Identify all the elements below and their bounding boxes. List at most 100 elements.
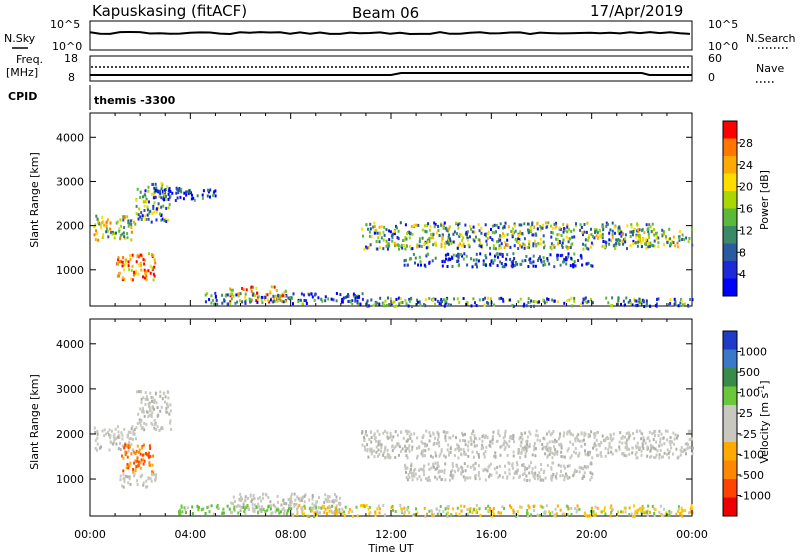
data-cell bbox=[143, 204, 146, 208]
data-cell bbox=[383, 450, 386, 454]
data-cell bbox=[389, 434, 392, 438]
data-cell bbox=[691, 446, 694, 450]
data-cell bbox=[553, 445, 555, 449]
data-cell bbox=[428, 478, 431, 482]
data-cell bbox=[425, 429, 428, 433]
data-cell bbox=[569, 264, 572, 268]
data-cell bbox=[303, 293, 305, 297]
data-cell bbox=[520, 245, 523, 249]
data-cell bbox=[226, 504, 229, 508]
data-cell bbox=[550, 230, 553, 234]
data-cell bbox=[161, 397, 164, 401]
y-tick-label: 3000 bbox=[56, 175, 84, 188]
data-cell bbox=[187, 191, 190, 195]
data-cell bbox=[210, 301, 213, 305]
data-cell bbox=[493, 231, 496, 235]
data-cell bbox=[617, 238, 620, 241]
data-cell bbox=[464, 443, 467, 447]
data-cell bbox=[638, 228, 641, 232]
data-cell bbox=[454, 448, 457, 452]
data-cell bbox=[603, 438, 606, 442]
data-cell bbox=[436, 477, 439, 481]
data-cell bbox=[478, 455, 480, 459]
data-cell bbox=[608, 231, 611, 235]
x-axis-ticks: 00:00 04:00 08:00 12:00 16:00 20:00 00:00 bbox=[74, 528, 708, 541]
data-cell bbox=[143, 262, 146, 266]
data-cell bbox=[376, 301, 379, 305]
data-cell bbox=[624, 233, 627, 237]
data-cell bbox=[566, 430, 569, 434]
data-cell bbox=[491, 224, 494, 228]
data-cell bbox=[390, 234, 393, 238]
data-cell bbox=[438, 302, 441, 306]
data-cell bbox=[300, 499, 303, 502]
data-cell bbox=[431, 236, 434, 240]
data-cell bbox=[555, 224, 558, 228]
data-cell bbox=[167, 391, 170, 395]
data-cell bbox=[480, 226, 483, 230]
data-cell bbox=[256, 291, 258, 295]
data-cell bbox=[444, 439, 447, 443]
data-cell bbox=[154, 182, 157, 186]
data-cell bbox=[121, 437, 124, 441]
data-cell bbox=[436, 461, 439, 465]
data-cell bbox=[633, 515, 636, 518]
data-cell bbox=[618, 242, 621, 246]
data-cell bbox=[442, 226, 445, 230]
data-cell bbox=[674, 244, 677, 248]
data-cell bbox=[604, 437, 607, 441]
data-cell bbox=[575, 469, 578, 473]
data-cell bbox=[311, 506, 314, 510]
data-cell bbox=[618, 445, 621, 449]
data-cell bbox=[455, 254, 458, 258]
data-cell bbox=[180, 504, 183, 508]
data-cell bbox=[113, 231, 116, 235]
data-cell bbox=[159, 390, 162, 394]
data-cell bbox=[593, 228, 596, 232]
power-ylabel: Slant Range [km] bbox=[28, 152, 41, 248]
data-cell bbox=[196, 504, 199, 508]
data-cell bbox=[124, 453, 127, 457]
data-cell bbox=[409, 437, 412, 440]
data-cell bbox=[517, 448, 520, 452]
data-cell bbox=[123, 215, 126, 219]
data-cell bbox=[393, 446, 396, 450]
data-cell bbox=[662, 436, 665, 440]
data-cell bbox=[136, 479, 139, 483]
data-cell bbox=[93, 426, 96, 430]
data-cell bbox=[136, 187, 139, 191]
data-cell bbox=[146, 395, 148, 399]
data-cell bbox=[404, 510, 406, 514]
colorbar-swatch bbox=[723, 226, 737, 244]
data-cell bbox=[126, 434, 129, 438]
data-cell bbox=[351, 302, 354, 306]
data-cell bbox=[521, 437, 524, 441]
data-cell bbox=[446, 515, 449, 519]
data-cell bbox=[123, 263, 126, 267]
data-cell bbox=[124, 261, 127, 265]
data-cell bbox=[411, 247, 414, 251]
data-cell bbox=[314, 293, 316, 297]
data-cell bbox=[492, 246, 495, 250]
data-cell bbox=[361, 443, 364, 447]
data-cell bbox=[314, 503, 317, 507]
data-cell bbox=[234, 301, 237, 305]
data-cell bbox=[117, 260, 119, 264]
data-cell bbox=[558, 435, 561, 439]
data-cell bbox=[550, 467, 553, 471]
data-cell bbox=[577, 433, 580, 437]
data-cell bbox=[512, 476, 515, 480]
data-cell bbox=[604, 512, 607, 516]
data-cell bbox=[180, 190, 183, 194]
data-cell bbox=[499, 234, 501, 238]
data-cell bbox=[324, 493, 327, 497]
data-cell bbox=[505, 243, 508, 247]
data-cell bbox=[408, 476, 411, 479]
data-cell bbox=[547, 449, 550, 453]
data-cell bbox=[477, 223, 480, 227]
data-cell bbox=[276, 495, 279, 498]
data-cell bbox=[144, 276, 146, 280]
data-cell bbox=[282, 498, 285, 502]
data-cell bbox=[130, 427, 133, 431]
